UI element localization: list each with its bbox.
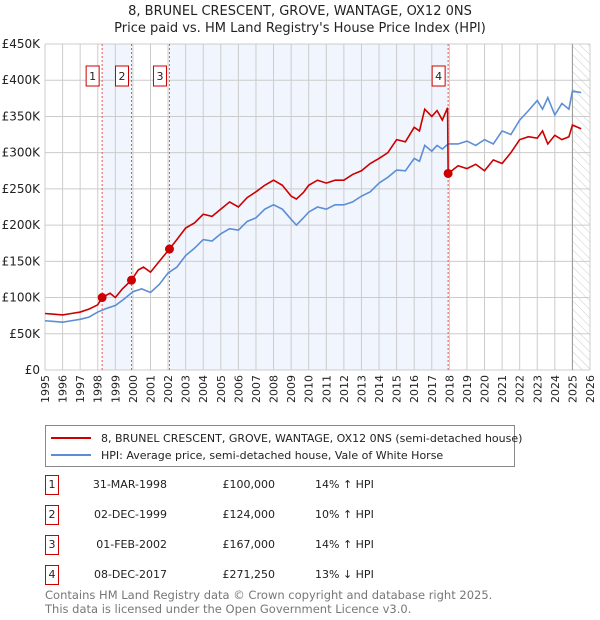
sale-row: 3 01-FEB-2002 £167,000 14% ↑ HPI: [45, 535, 445, 555]
x-tick-label: 2006: [232, 375, 245, 403]
forecast-hatch: [572, 44, 590, 370]
legend-blue-line: [51, 454, 91, 456]
sale-label-box: [152, 65, 167, 87]
x-tick-label: 1995: [39, 375, 52, 403]
legend: 8, BRUNEL CRESCENT, GROVE, WANTAGE, OX12…: [45, 425, 522, 467]
x-tick-label: 2025: [566, 375, 579, 403]
price-chart: 1995 1996 1997 1998 1999 2000 2001 2002 2003 2004…: [2, 37, 597, 403]
sale-row: 1 31-MAR-1998 £100,000 14% ↑ HPI: [45, 475, 445, 495]
y-tick-label: £200K: [2, 218, 42, 232]
sale-label: 2: [118, 70, 125, 83]
y-tick-label: £250K: [2, 182, 42, 196]
y-tick-label: £350K: [2, 109, 42, 123]
y-tick-label: £450K: [2, 37, 42, 51]
x-tick-label: 2008: [268, 375, 281, 403]
x-tick-label: 2018: [443, 375, 456, 403]
footer-line: Contains HM Land Registry data © Crown c…: [45, 588, 493, 602]
sale-price: £167,000: [222, 538, 276, 551]
y-tick-label: £0: [25, 363, 40, 377]
sale-date: 31-MAR-1998: [92, 478, 167, 491]
sale-number-badge: 3: [45, 535, 59, 555]
y-tick-label: £50K: [9, 327, 41, 341]
sale-hpi-diff: 13% ↓ HPI: [315, 568, 374, 581]
y-tick-label: £400K: [2, 73, 42, 87]
x-tick-label: 2020: [479, 375, 492, 403]
sale-hpi-diff: 14% ↑ HPI: [315, 538, 374, 551]
series-line: [44, 107, 582, 316]
sale-point: [97, 293, 107, 303]
y-tick-label: £300K: [2, 146, 42, 160]
y-tick-label: £100K: [2, 291, 42, 305]
sale-date: 02-DEC-1999: [93, 508, 167, 521]
x-tick-label: 2013: [355, 375, 368, 403]
x-tick-label: 2012: [338, 375, 351, 403]
x-tick-label: 2023: [531, 375, 544, 403]
legend-red-line: [51, 437, 91, 439]
x-tick-label: 2017: [426, 375, 439, 403]
x-tick-label: 2016: [408, 375, 421, 403]
x-tick-label: 2015: [391, 375, 404, 403]
x-tick-label: 2005: [215, 375, 228, 403]
x-tick-label: 2010: [303, 375, 316, 403]
sale-label: 1: [89, 70, 96, 83]
sale-number-badge: 1: [45, 475, 59, 495]
x-tick-label: 2014: [373, 375, 386, 403]
sale-label-box: [431, 65, 446, 87]
x-tick-label: 2011: [320, 375, 333, 403]
sale-date: 01-FEB-2002: [96, 538, 167, 551]
x-tick-label: 2024: [549, 375, 562, 403]
sale-date: 08-DEC-2017: [93, 568, 167, 581]
sale-label: 3: [156, 70, 163, 83]
x-tick-label: 2019: [461, 375, 474, 403]
sale-point: [126, 275, 136, 285]
series-line: [44, 90, 582, 323]
x-tick-label: 2003: [180, 375, 193, 403]
chart-title: 8, BRUNEL CRESCENT, GROVE, WANTAGE, OX12…: [128, 4, 472, 19]
sale-hpi-diff: 10% ↑ HPI: [315, 508, 374, 521]
x-tick-label: 2009: [285, 375, 298, 403]
legend-property: 8, BRUNEL CRESCENT, GROVE, WANTAGE, OX12…: [101, 431, 523, 445]
sale-point: [443, 168, 453, 178]
x-tick-label: 2001: [144, 375, 157, 403]
sale-price: £271,250: [222, 568, 276, 581]
x-tick-label: 1999: [109, 375, 122, 403]
x-tick-label: 2002: [162, 375, 175, 403]
x-tick-label: 1998: [92, 375, 105, 403]
sale-number-badge: 4: [45, 565, 59, 585]
x-tick-label: 2007: [250, 375, 263, 403]
sale-number-badge: 2: [45, 505, 59, 525]
sale-row: 2 02-DEC-1999 £124,000 10% ↑ HPI: [45, 505, 445, 525]
legend-hpi: HPI: Average price, semi-detached house,…: [101, 448, 444, 462]
chart-subtitle: Price paid vs. HM Land Registry's House …: [114, 21, 486, 36]
y-tick-label: £150K: [2, 254, 42, 268]
x-tick-label: 2026: [584, 375, 597, 403]
x-tick-label: 1996: [57, 375, 70, 403]
footer-line: This data is licensed under the Open Gov…: [45, 602, 412, 616]
footer: Contains HM Land Registry data © Crown c…: [45, 588, 492, 616]
shaded-period: [102, 44, 132, 370]
sale-price: £100,000: [222, 478, 276, 491]
sale-label-box: [114, 65, 129, 87]
sale-price: £124,000: [222, 508, 276, 521]
sale-hpi-diff: 14% ↑ HPI: [315, 478, 374, 491]
sale-label: 4: [435, 70, 442, 83]
x-tick-label: 2004: [197, 375, 210, 403]
x-tick-label: 2022: [514, 375, 527, 403]
x-tick-label: 2021: [496, 375, 509, 403]
x-tick-label: 2000: [127, 375, 140, 403]
sale-row: 4 08-DEC-2017 £271,250 13% ↓ HPI: [45, 565, 445, 585]
sale-point: [164, 244, 174, 254]
x-tick-label: 1997: [74, 375, 87, 403]
sale-label-box: [85, 65, 100, 87]
